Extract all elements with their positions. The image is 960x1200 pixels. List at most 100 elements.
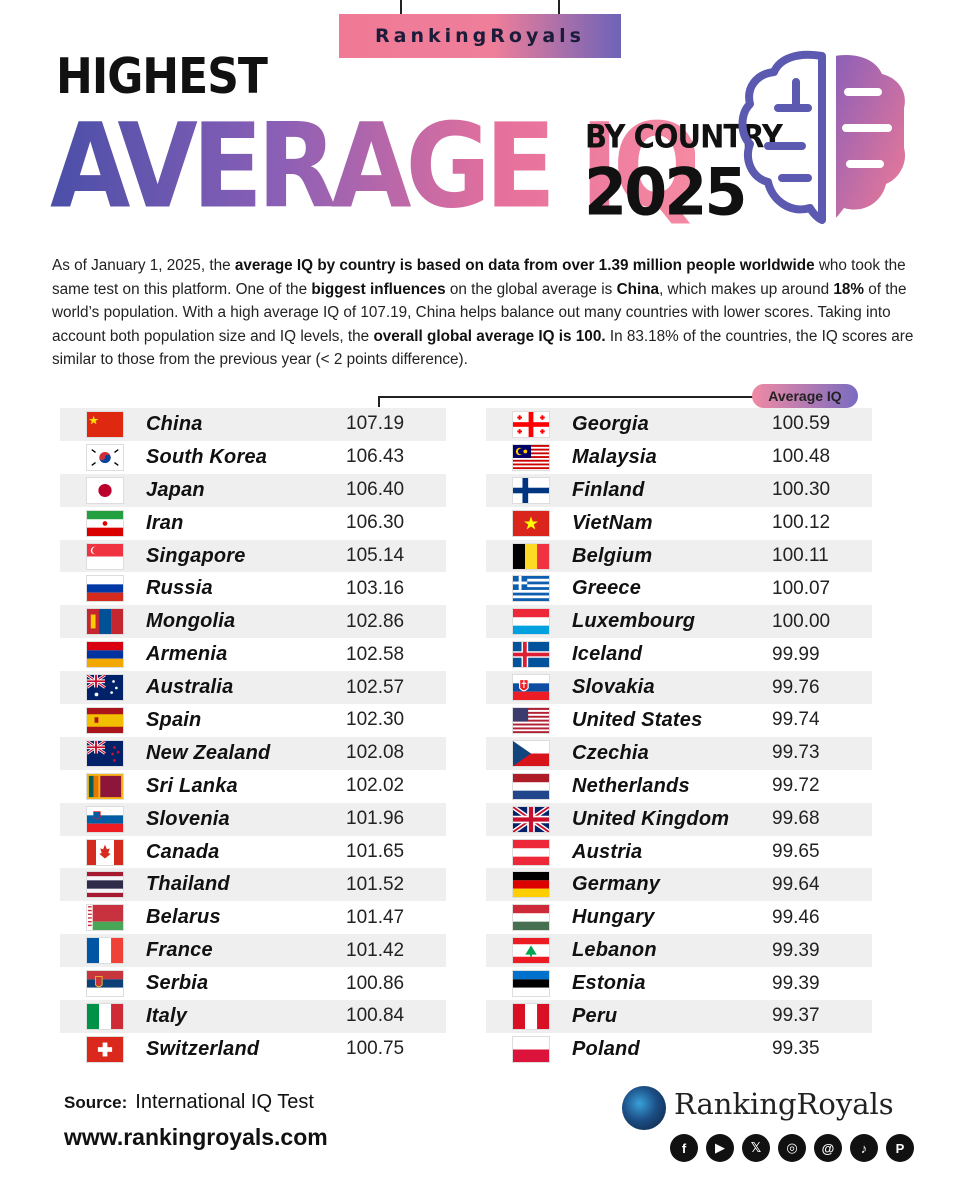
japan-flag-icon xyxy=(86,476,124,504)
iq-value-japan: 106.40 xyxy=(346,479,405,501)
iq-value-georgia: 100.59 xyxy=(772,413,831,435)
pinterest-icon[interactable]: P xyxy=(886,1134,914,1162)
table-row: Belarus 101.47 xyxy=(60,901,446,934)
iq-value-slovakia: 99.76 xyxy=(772,676,820,698)
iq-value-finland: 100.30 xyxy=(772,479,831,501)
united-kingdom-flag-icon xyxy=(512,805,550,833)
country-name-germany: Germany xyxy=(572,873,661,896)
average-iq-badge: Average IQ xyxy=(752,384,858,408)
country-name-mongolia: Mongolia xyxy=(146,610,236,633)
country-name-belarus: Belarus xyxy=(146,906,221,929)
country-name-finland: Finland xyxy=(572,478,645,501)
social-icons: f ▶ 𝕏 ◎ @ ♪ P xyxy=(670,1134,914,1162)
facebook-icon[interactable]: f xyxy=(670,1134,698,1162)
iq-value-germany: 99.64 xyxy=(772,873,820,895)
banner-hanger-right xyxy=(558,0,560,16)
thailand-flag-icon xyxy=(86,871,124,899)
source-label: Source: xyxy=(64,1093,128,1112)
table-row: Peru 99.37 xyxy=(486,1000,872,1033)
iq-value-singapore: 105.14 xyxy=(346,545,405,566)
iq-value-belgium: 100.11 xyxy=(772,545,829,566)
table-row: Australia 102.57 xyxy=(60,671,446,705)
iq-value-canada: 101.65 xyxy=(346,841,405,863)
country-name-china: China xyxy=(146,412,203,435)
youtube-icon[interactable]: ▶ xyxy=(706,1134,734,1162)
iq-value-south-korea: 106.43 xyxy=(346,446,405,468)
georgia-flag-icon xyxy=(512,411,550,438)
vietnam-flag-icon xyxy=(512,509,550,537)
table-row: Belgium 100.11 xyxy=(486,539,872,573)
iq-value-poland: 99.35 xyxy=(772,1038,820,1060)
peru-flag-icon xyxy=(512,1003,550,1031)
table-row: Thailand 101.52 xyxy=(60,868,446,902)
title-highest: HIGHEST xyxy=(56,48,268,106)
table-row: United Kingdom 99.68 xyxy=(486,802,872,836)
austria-flag-icon xyxy=(512,838,550,866)
country-name-serbia: Serbia xyxy=(146,972,209,995)
title-main: AVERAGE IQ xyxy=(50,97,701,235)
iq-value-italy: 100.84 xyxy=(346,1005,405,1027)
iq-value-luxembourg: 100.00 xyxy=(772,610,831,632)
country-name-switzerland: Switzerland xyxy=(146,1037,260,1060)
table-row: Italy 100.84 xyxy=(60,1000,446,1033)
table-row: Slovenia 101.96 xyxy=(60,802,446,836)
country-name-austria: Austria xyxy=(572,840,643,863)
table-row: Austria 99.65 xyxy=(486,836,872,869)
table-row: Singapore 105.14 xyxy=(60,539,446,573)
brain-icon xyxy=(738,50,906,224)
table-row: Slovakia 99.76 xyxy=(486,671,872,705)
table-row: Russia 103.16 xyxy=(60,572,446,605)
lebanon-flag-icon xyxy=(512,937,550,965)
country-name-russia: Russia xyxy=(146,577,213,600)
country-name-new-zealand: New Zealand xyxy=(146,741,271,764)
serbia-flag-icon xyxy=(86,970,124,998)
table-row: Switzerland 100.75 xyxy=(60,1033,446,1066)
header-connector-tick xyxy=(378,396,380,407)
table-row: Spain 102.30 xyxy=(60,704,446,737)
iq-value-malaysia: 100.48 xyxy=(772,446,831,468)
country-name-thailand: Thailand xyxy=(146,873,230,896)
iq-value-estonia: 99.39 xyxy=(772,972,820,994)
ranking-column-right: Georgia 100.59 Malaysia 100.48 Finland 100.30… xyxy=(486,408,872,1066)
brand-banner: RankingRoyals xyxy=(339,14,621,58)
iq-value-iceland: 99.99 xyxy=(772,643,820,665)
australia-flag-icon xyxy=(86,674,124,702)
table-row: Estonia 99.39 xyxy=(486,967,872,1000)
luxembourg-flag-icon xyxy=(512,608,550,636)
table-row: Hungary 99.46 xyxy=(486,901,872,934)
table-row: Germany 99.64 xyxy=(486,868,872,902)
hungary-flag-icon xyxy=(512,904,550,932)
instagram-icon[interactable]: ◎ xyxy=(778,1134,806,1162)
table-row: Finland 100.30 xyxy=(486,473,872,507)
table-row: South Korea 106.43 xyxy=(60,441,446,474)
iq-value-sri-lanka: 102.02 xyxy=(346,775,405,797)
country-name-spain: Spain xyxy=(146,708,202,731)
finland-flag-icon xyxy=(512,476,550,504)
table-row: VietNam 100.12 xyxy=(486,507,872,540)
x-icon[interactable]: 𝕏 xyxy=(742,1134,770,1162)
country-name-iran: Iran xyxy=(146,511,184,534)
table-row: Malaysia 100.48 xyxy=(486,441,872,474)
country-name-armenia: Armenia xyxy=(146,643,228,666)
south-korea-flag-icon xyxy=(86,443,124,471)
website-link[interactable]: www.rankingroyals.com xyxy=(64,1124,328,1150)
ranking-column-left: China 107.19 South Korea 106.43 Japan 106.40 I… xyxy=(60,408,446,1066)
sri-lanka-flag-icon xyxy=(86,772,124,800)
iq-value-united-states: 99.74 xyxy=(772,709,820,731)
table-row: Japan 106.40 xyxy=(60,473,446,507)
iq-value-serbia: 100.86 xyxy=(346,972,405,994)
table-row: Netherlands 99.72 xyxy=(486,770,872,803)
banner-hanger-left xyxy=(400,0,402,16)
table-row: Lebanon 99.39 xyxy=(486,934,872,968)
country-name-japan: Japan xyxy=(146,478,205,501)
tiktok-icon[interactable]: ♪ xyxy=(850,1134,878,1162)
source-value: International IQ Test xyxy=(135,1091,314,1113)
estonia-flag-icon xyxy=(512,970,550,998)
country-name-united-kingdom: United Kingdom xyxy=(572,807,730,830)
belarus-flag-icon xyxy=(86,904,124,932)
country-name-malaysia: Malaysia xyxy=(572,445,657,468)
slovenia-flag-icon xyxy=(86,805,124,833)
italy-flag-icon xyxy=(86,1003,124,1031)
poland-flag-icon xyxy=(512,1035,550,1063)
threads-icon[interactable]: @ xyxy=(814,1134,842,1162)
